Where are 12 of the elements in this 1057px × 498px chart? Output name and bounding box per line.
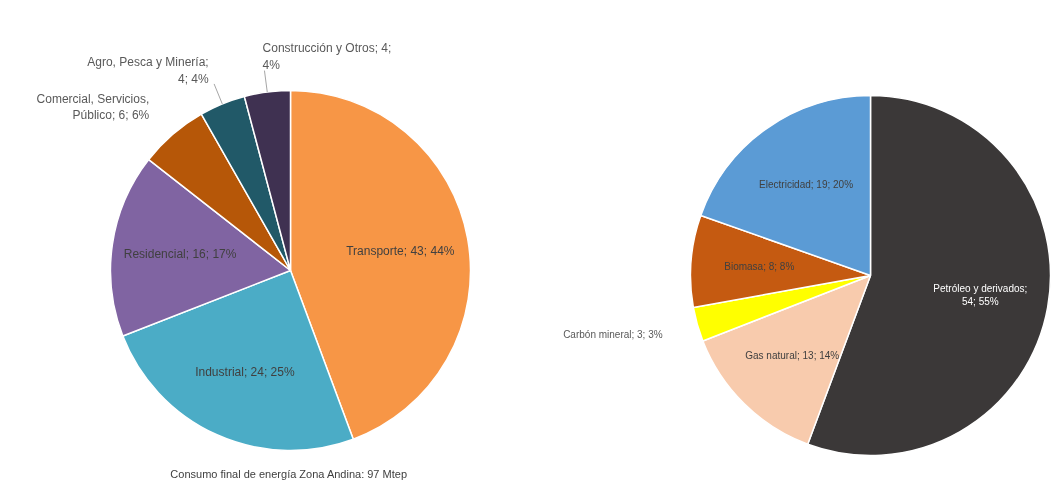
- slice-label: Construcción y Otros; 4; 4%: [262, 40, 392, 72]
- slice-label: Residencial; 16; 17%: [123, 247, 237, 262]
- text: Consumo final de energía Zona Andina: 97 Mtep: [170, 467, 407, 480]
- slice-label: Transporte; 43; 44%: [346, 243, 455, 258]
- slice-label: Biomasa; 8; 8%: [724, 260, 795, 272]
- slice-label: Agro, Pesca y Minería; 4; 4%: [87, 55, 209, 87]
- slice-label: Petróleo y derivados; 54; 55%: [933, 283, 1028, 308]
- slice-label: Electricidad; 19; 20%: [759, 178, 854, 190]
- slice-label: Gas natural; 13; 14%: [745, 349, 840, 361]
- slice-label: Comercial, Servicios, Público; 6; 6%: [36, 91, 150, 123]
- slice-label: Carbón mineral; 3; 3%: [563, 328, 663, 340]
- slice-label: Industrial; 24; 25%: [195, 365, 295, 380]
